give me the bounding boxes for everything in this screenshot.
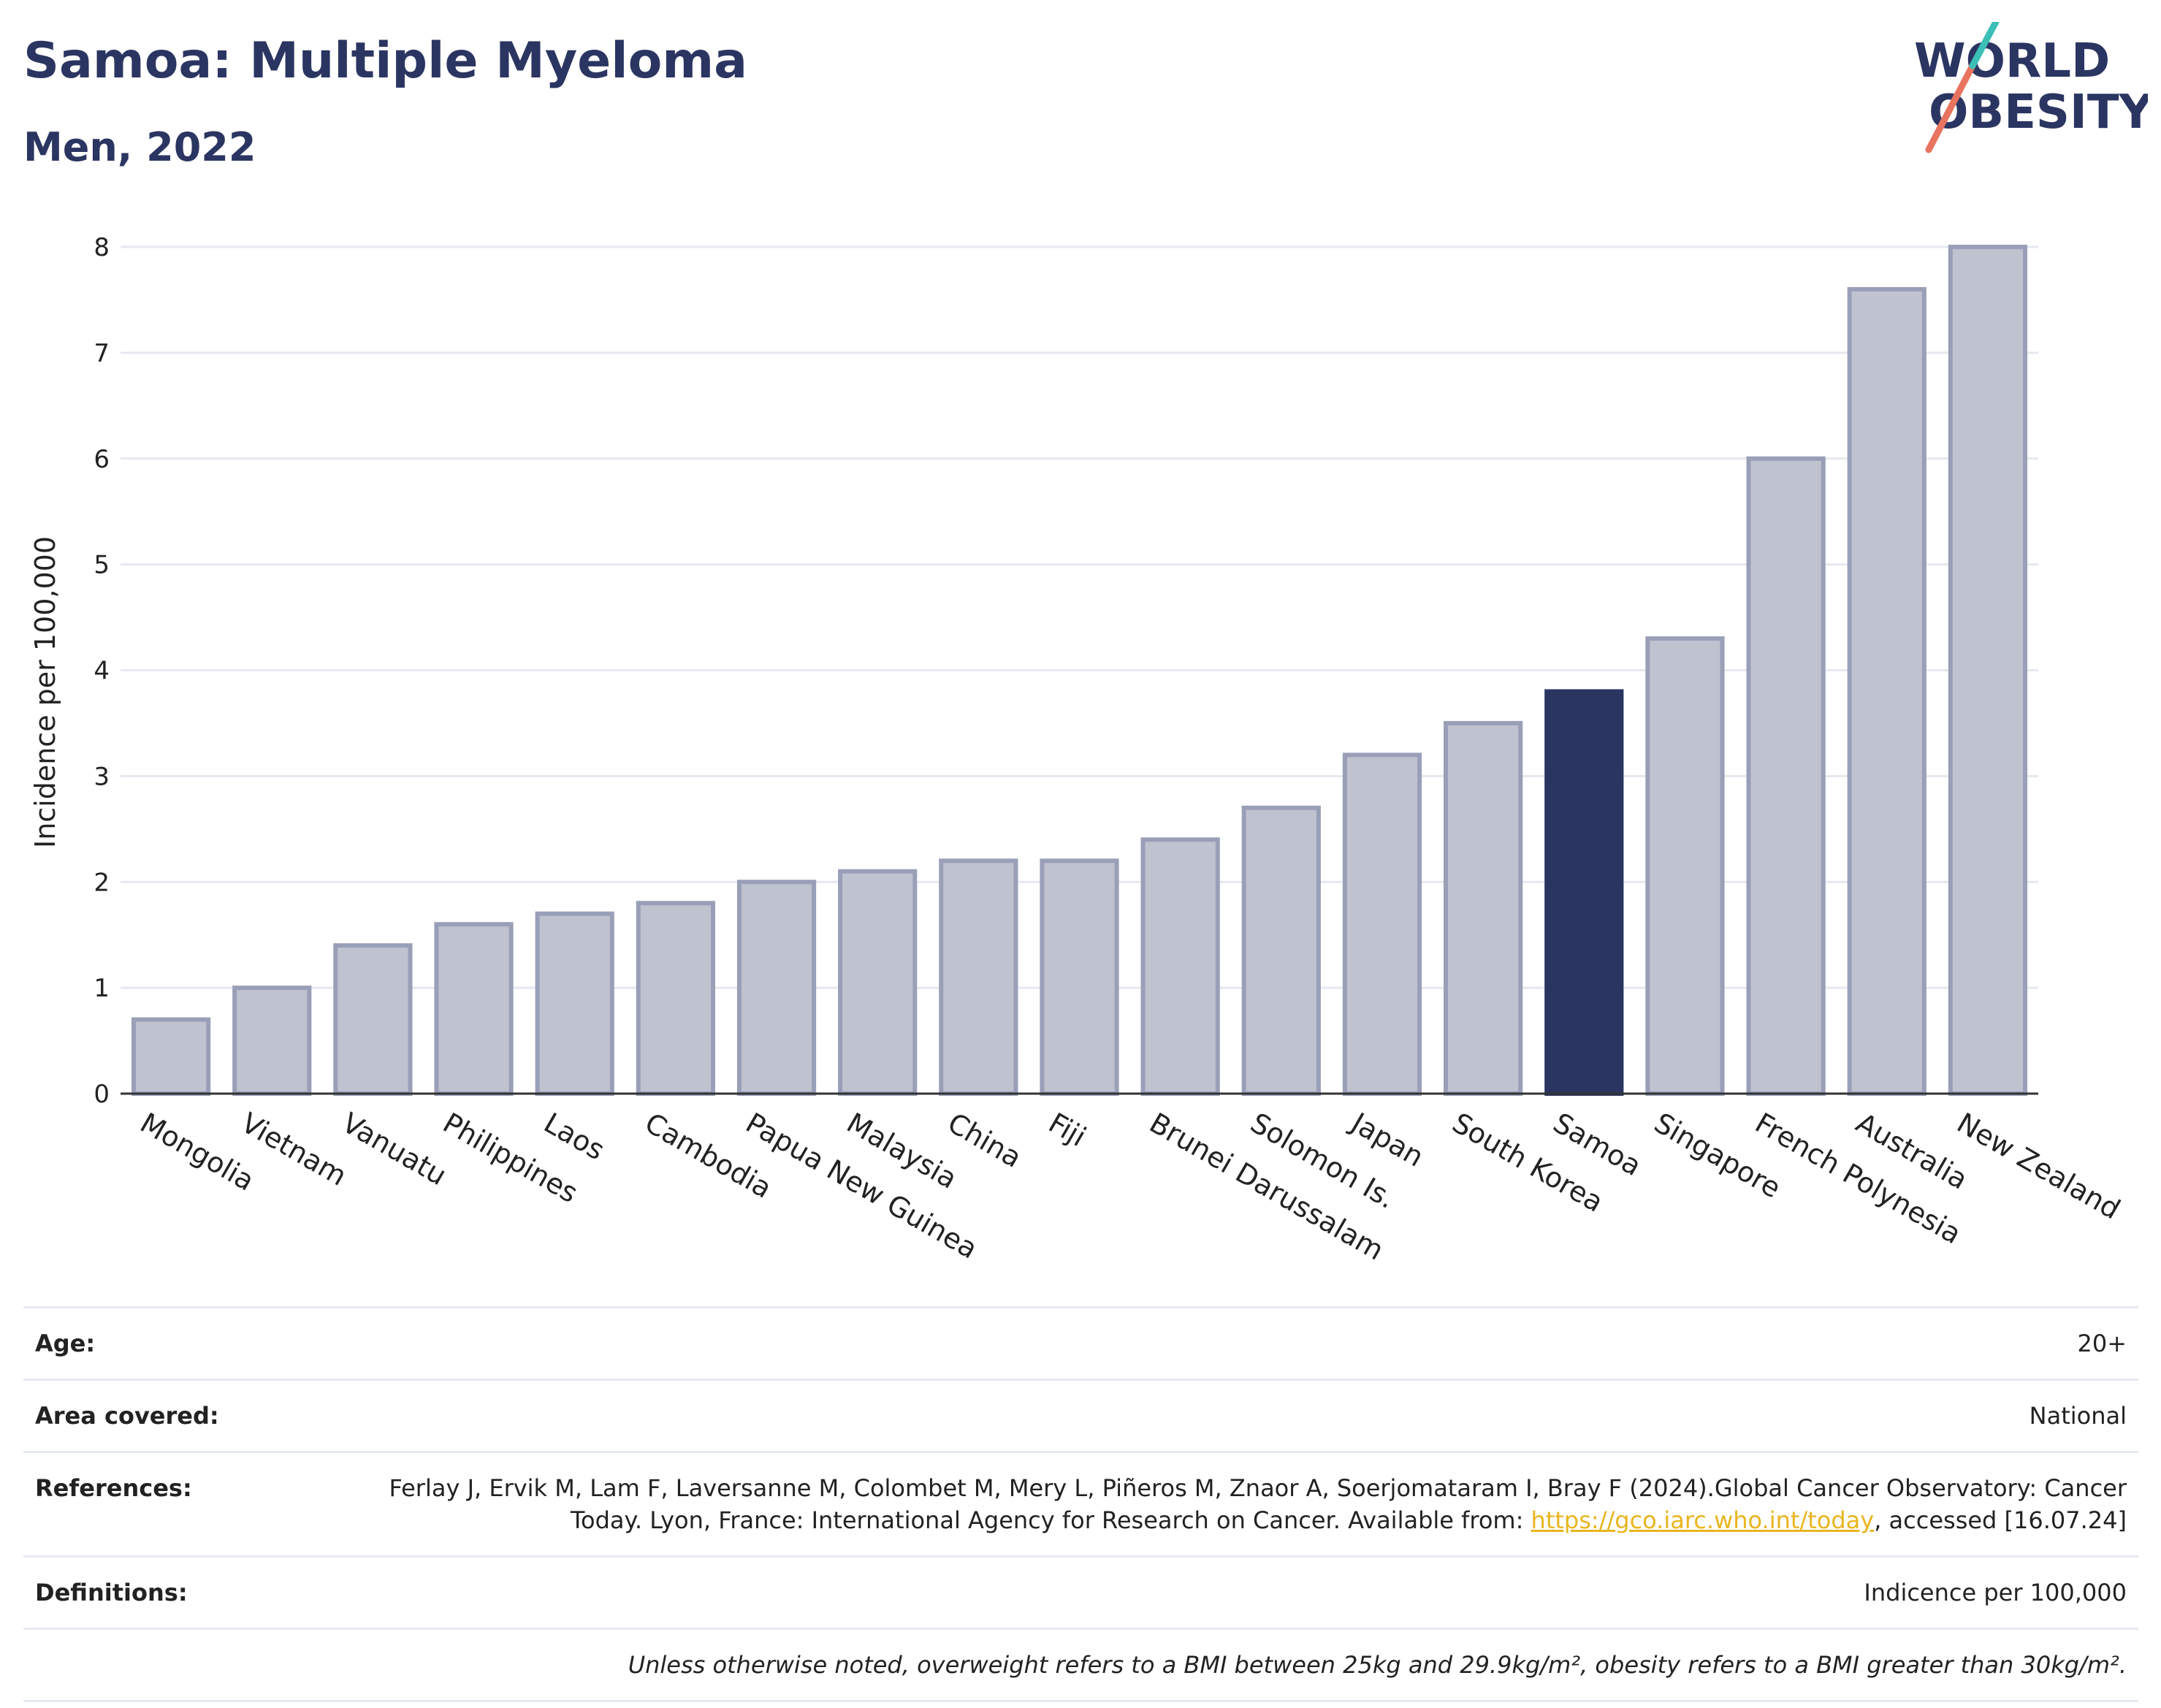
x-tick-label: Laos [538, 1107, 610, 1167]
bar-chart: 0 1 2 3 4 5 6 7 8 MongoliaVietnamVanuatuPhilippi… [29, 233, 2126, 1267]
x-tick-label: Vanuatu [337, 1107, 452, 1192]
references-link[interactable]: https://gco.iarc.who.int/today [1531, 1506, 1875, 1534]
bar-singapore [1645, 636, 1725, 1096]
bar-fiji [1040, 858, 1119, 1097]
info-row-definitions: Definitions: Indicence per 100,000 [23, 1555, 2138, 1628]
info-row-note: Unless otherwise noted, overweight refer… [23, 1628, 2138, 1702]
bar-japan [1342, 752, 1422, 1097]
bar-brunei-darussalam [1140, 837, 1220, 1097]
references-value: Ferlay J, Ervik M, Lam F, Laversanne M, … [373, 1472, 2127, 1536]
age-label: Age: [35, 1330, 96, 1357]
page-subtitle: Men, 2022 [23, 124, 256, 170]
page-title: Samoa: Multiple Myeloma [23, 32, 748, 90]
bar-vietnam [232, 985, 312, 1096]
x-tick-label: Fiji [1043, 1107, 1091, 1153]
y-tick-label: 5 [94, 551, 110, 580]
info-row-references: References: Ferlay J, Ervik M, Lam F, La… [23, 1451, 2138, 1555]
bar-french-polynesia [1746, 456, 1826, 1096]
info-row-age: Age: 20+ [23, 1306, 2138, 1379]
bar-cambodia [636, 901, 715, 1096]
logo-line2: OBESITY [1929, 85, 2148, 140]
bars [131, 245, 2028, 1097]
bar-papua-new-guinea [736, 880, 817, 1096]
references-tail: , accessed [16.07.24] [1874, 1506, 2127, 1534]
bar-vanuatu [333, 943, 413, 1097]
references-label: References: [35, 1474, 192, 1502]
area-value: National [2029, 1402, 2127, 1430]
bar-malaysia [838, 869, 918, 1096]
logo-slash-teal [1969, 22, 2000, 69]
logo-line1: WORLD [1914, 34, 2110, 88]
y-tick-label: 6 [94, 445, 110, 474]
y-tick-label: 4 [94, 657, 110, 686]
bar-laos [535, 911, 614, 1097]
age-value: 20+ [2077, 1330, 2127, 1357]
bar-philippines [434, 922, 514, 1096]
definitions-label: Definitions: [35, 1579, 188, 1606]
y-axis-title: Incidence per 100,000 [29, 536, 61, 848]
y-axis-ticks: 0 1 2 3 4 5 6 7 8 [94, 233, 110, 1109]
references-text: Ferlay J, Ervik M, Lam F, Laversanne M, … [389, 1474, 2127, 1534]
x-tick-label: Mongolia [135, 1107, 260, 1197]
y-tick-label: 3 [94, 762, 110, 791]
bar-new-zealand [1948, 245, 2028, 1096]
y-tick-label: 8 [94, 233, 110, 262]
x-tick-label: New Zealand [1951, 1107, 2125, 1226]
bar-samoa [1544, 689, 1624, 1096]
logo-slash-red [1925, 62, 1976, 153]
area-label: Area covered: [35, 1402, 219, 1430]
bar-china [939, 858, 1018, 1097]
y-tick-label: 1 [94, 974, 110, 1003]
bar-australia [1847, 286, 1926, 1097]
y-tick-label: 0 [94, 1080, 110, 1109]
bar-south-korea [1444, 720, 1523, 1096]
world-obesity-logo: WORLD OBESITY [1914, 22, 2148, 153]
bmi-note: Unless otherwise noted, overweight refer… [628, 1651, 2127, 1679]
bar-mongolia [131, 1017, 211, 1097]
info-row-area: Area covered: National [23, 1379, 2138, 1451]
info-table: Age: 20+ Area covered: National Referenc… [23, 1306, 2138, 1702]
bar-solomon-is- [1241, 805, 1321, 1097]
y-tick-label: 2 [94, 868, 110, 897]
y-tick-label: 7 [94, 339, 110, 368]
definitions-value: Indicence per 100,000 [1864, 1579, 2127, 1606]
